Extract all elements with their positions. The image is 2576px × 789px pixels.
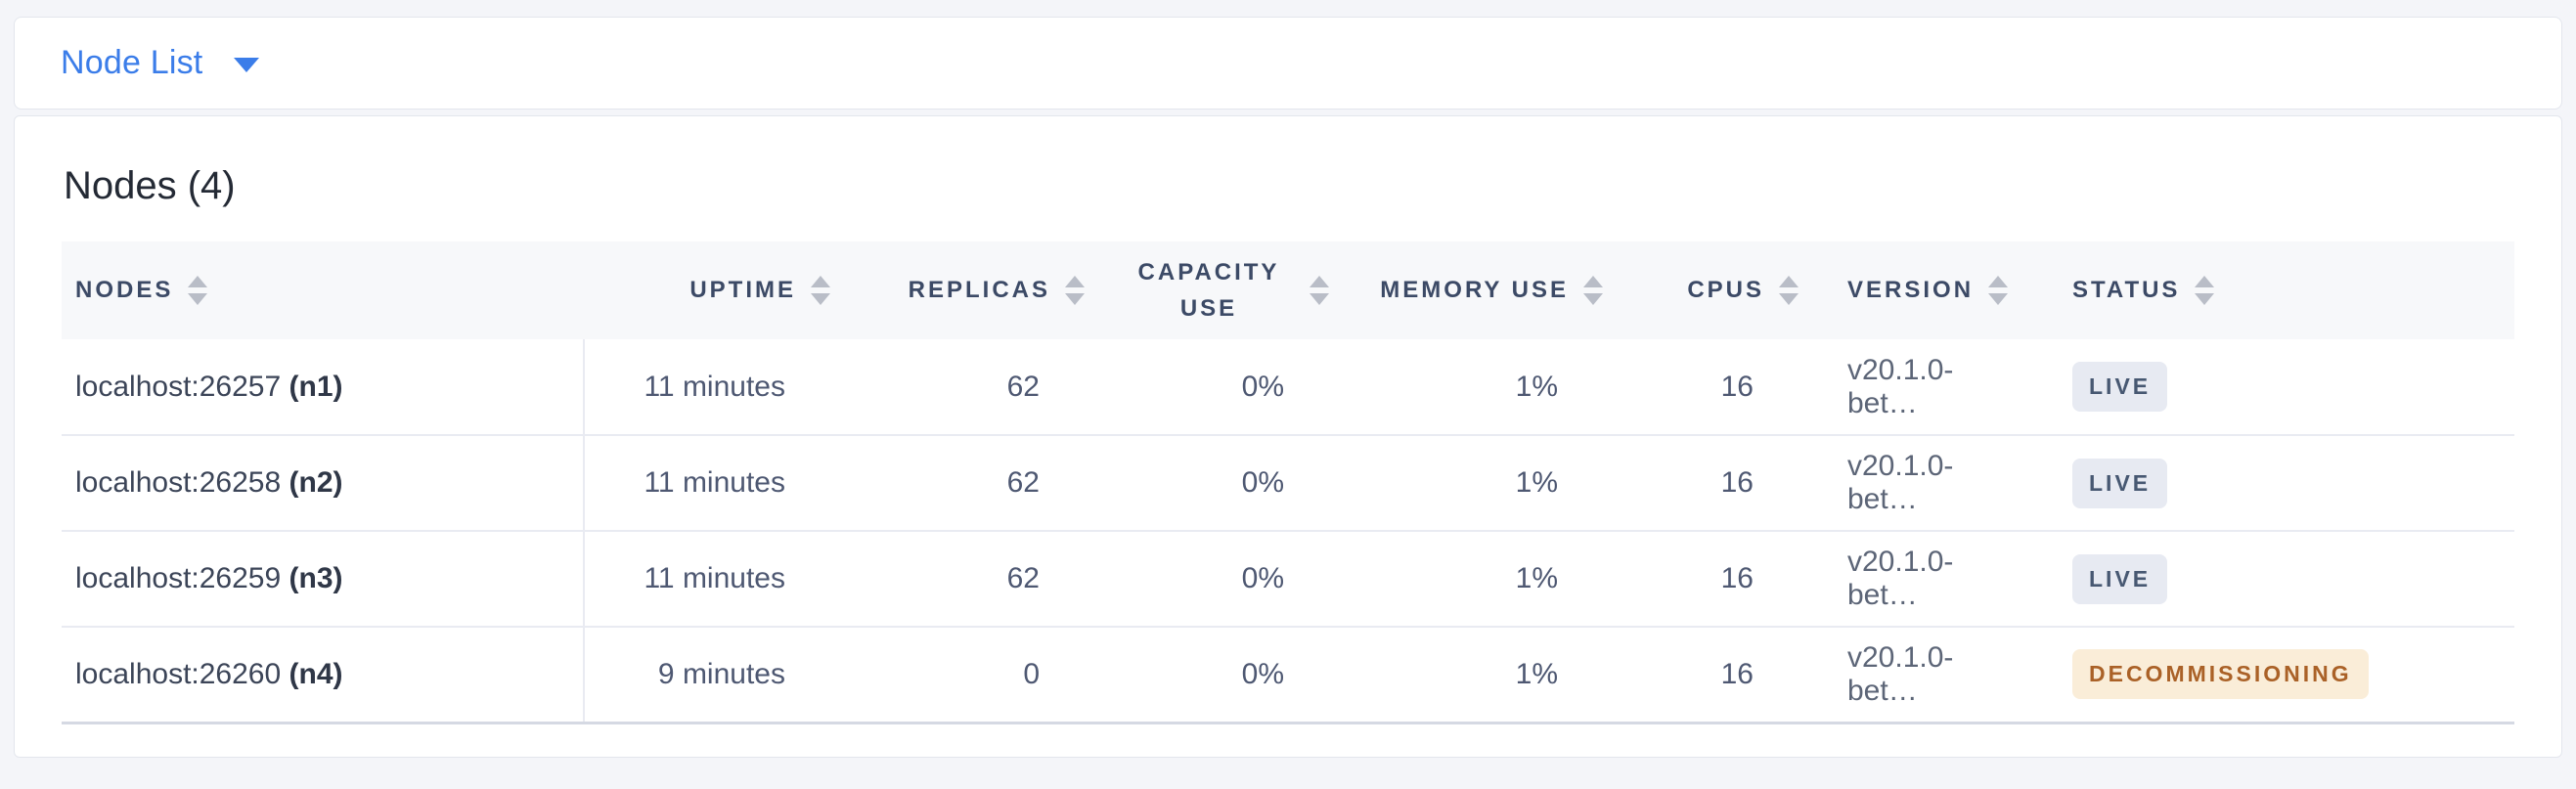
node-id: (n2) [289, 466, 343, 499]
uptime-cell: 9 minutes [657, 657, 785, 690]
memory-use-cell: 1% [1515, 370, 1558, 403]
node-id: (n3) [289, 562, 343, 594]
column-header-label: UPTIME [689, 277, 796, 303]
sort-icon [1988, 276, 2009, 305]
column-header-label: STATUS [2072, 277, 2181, 303]
column-header-capacity-use[interactable]: CAPACITY USE [1085, 241, 1329, 339]
uptime-cell: 11 minutes [644, 562, 785, 594]
column-header-replicas[interactable]: REPLICAS [830, 241, 1085, 339]
column-header-label: CAPACITY USE [1137, 258, 1280, 322]
status-badge: LIVE [2072, 362, 2168, 412]
node-list-dropdown-label: Node List [61, 44, 203, 81]
column-header-label: VERSION [1847, 277, 1975, 303]
cpus-cell: 16 [1720, 562, 1754, 594]
nodes-table: NODES UPTIME REPLICAS [62, 241, 2514, 724]
node-address-cell[interactable]: localhost:26260 (n4) [62, 627, 585, 723]
caret-down-icon [234, 58, 260, 72]
replicas-cell: 62 [1006, 562, 1040, 594]
node-address: localhost:26257 [75, 370, 282, 403]
column-header-memory-use[interactable]: MEMORY USE [1329, 241, 1603, 339]
column-header-version[interactable]: VERSION [1799, 241, 2023, 339]
replicas-cell: 62 [1006, 466, 1040, 499]
sort-icon [188, 276, 208, 305]
status-cell: LIVE [2023, 339, 2514, 435]
table-header-row: NODES UPTIME REPLICAS [62, 241, 2514, 339]
table-row: localhost:26258 (n2) 11 minutes 62 0% 1%… [62, 435, 2514, 531]
node-address: localhost:26259 [75, 562, 282, 594]
sort-icon [1065, 276, 1085, 305]
table-row: localhost:26257 (n1) 11 minutes 62 0% 1%… [62, 339, 2514, 435]
sort-icon [811, 276, 830, 305]
version-cell: v20.1.0-bet… [1847, 353, 1954, 419]
node-address: localhost:26258 [75, 466, 282, 499]
column-header-label: REPLICAS [908, 277, 1050, 303]
replicas-cell: 0 [1023, 657, 1040, 690]
column-header-nodes[interactable]: NODES [62, 241, 584, 339]
capacity-use-cell: 0% [1241, 466, 1284, 499]
column-header-status[interactable]: STATUS [2023, 241, 2514, 339]
version-cell: v20.1.0-bet… [1847, 546, 1954, 611]
sort-icon [1779, 276, 1799, 305]
nodes-panel: Nodes (4) NODES UPTIM [14, 115, 2562, 758]
version-cell: v20.1.0-bet… [1847, 450, 1954, 515]
node-address: localhost:26260 [75, 657, 282, 690]
version-cell: v20.1.0-bet… [1847, 640, 1954, 707]
node-address-cell[interactable]: localhost:26258 (n2) [62, 435, 585, 531]
uptime-cell: 11 minutes [644, 370, 785, 403]
node-id: (n4) [289, 657, 343, 690]
page-title: Nodes (4) [64, 164, 236, 207]
column-header-uptime[interactable]: UPTIME [584, 241, 830, 339]
sort-icon [2195, 276, 2215, 305]
replicas-cell: 62 [1006, 370, 1040, 403]
status-badge: LIVE [2072, 458, 2168, 508]
capacity-use-cell: 0% [1241, 370, 1284, 403]
memory-use-cell: 1% [1515, 657, 1558, 690]
node-id: (n1) [289, 370, 343, 403]
uptime-cell: 11 minutes [644, 466, 785, 499]
table-row: localhost:26259 (n3) 11 minutes 62 0% 1%… [62, 531, 2514, 627]
status-cell: LIVE [2023, 435, 2514, 531]
cpus-cell: 16 [1720, 370, 1754, 403]
column-header-label: MEMORY USE [1380, 277, 1569, 303]
status-badge: LIVE [2072, 553, 2168, 604]
status-cell: LIVE [2023, 531, 2514, 627]
sort-icon [1583, 276, 1603, 305]
column-header-label: NODES [75, 277, 174, 303]
column-header-label: CPUS [1687, 277, 1764, 303]
sort-icon [1310, 276, 1329, 305]
capacity-use-cell: 0% [1241, 657, 1284, 690]
memory-use-cell: 1% [1515, 562, 1558, 594]
table-row: localhost:26260 (n4) 9 minutes 0 0% 1% 1… [62, 627, 2514, 723]
node-address-cell[interactable]: localhost:26257 (n1) [62, 339, 585, 435]
cpus-cell: 16 [1720, 657, 1754, 690]
node-address-cell[interactable]: localhost:26259 (n3) [62, 531, 585, 627]
memory-use-cell: 1% [1515, 466, 1558, 499]
node-list-dropdown[interactable]: Node List [61, 44, 260, 82]
cpus-cell: 16 [1720, 466, 1754, 499]
view-selector-bar: Node List [14, 17, 2562, 110]
column-header-cpus[interactable]: CPUS [1603, 241, 1799, 339]
status-badge: DECOMMISSIONING [2072, 649, 2369, 700]
capacity-use-cell: 0% [1241, 562, 1284, 594]
status-cell: DECOMMISSIONING [2023, 627, 2514, 723]
